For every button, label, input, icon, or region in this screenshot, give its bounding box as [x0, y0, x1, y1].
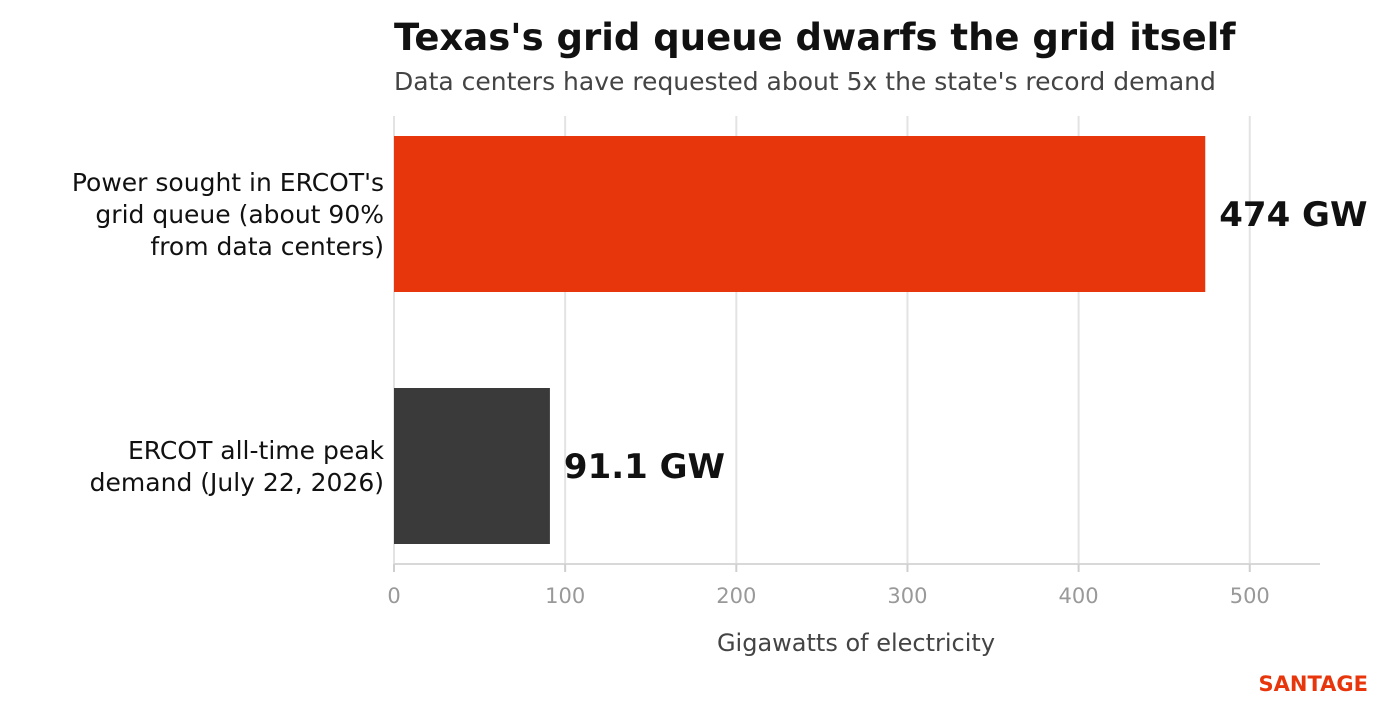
bars: [394, 136, 1206, 544]
x-axis-title: Gigawatts of electricity: [717, 629, 995, 657]
category-labels: Power sought in ERCOT's grid queue (about…: [72, 168, 385, 497]
brand-logo: SANTAGE: [1259, 672, 1368, 696]
value-label: 91.1 GW: [564, 447, 725, 487]
chart-title: Texas's grid queue dwarfs the grid itsel…: [394, 16, 1236, 59]
category-label-line: Power sought in ERCOT's: [72, 168, 384, 197]
x-tick-label: 200: [716, 584, 756, 608]
bar: [394, 388, 550, 544]
x-tick-label: 300: [887, 584, 927, 608]
x-tick-label: 500: [1230, 584, 1270, 608]
x-tick-label: 400: [1059, 584, 1099, 608]
chart-subtitle: Data centers have requested about 5x the…: [394, 67, 1216, 96]
category-label-line: ERCOT all-time peak: [128, 436, 385, 465]
x-tick-label: 100: [545, 584, 585, 608]
value-label: 474 GW: [1219, 195, 1367, 235]
x-tick-label: 0: [387, 584, 400, 608]
category-label-line: grid queue (about 90%: [95, 200, 384, 229]
category-label-line: from data centers): [150, 232, 384, 261]
x-tick-labels: 0 100 200 300 400 500: [387, 564, 1270, 608]
bar: [394, 136, 1206, 292]
category-label: ERCOT all-time peak demand (July 22, 2026…: [90, 436, 385, 497]
category-label-line: demand (July 22, 2026): [90, 468, 384, 497]
value-labels: 474 GW 91.1 GW: [564, 195, 1368, 487]
category-label: Power sought in ERCOT's grid queue (about…: [72, 168, 384, 261]
